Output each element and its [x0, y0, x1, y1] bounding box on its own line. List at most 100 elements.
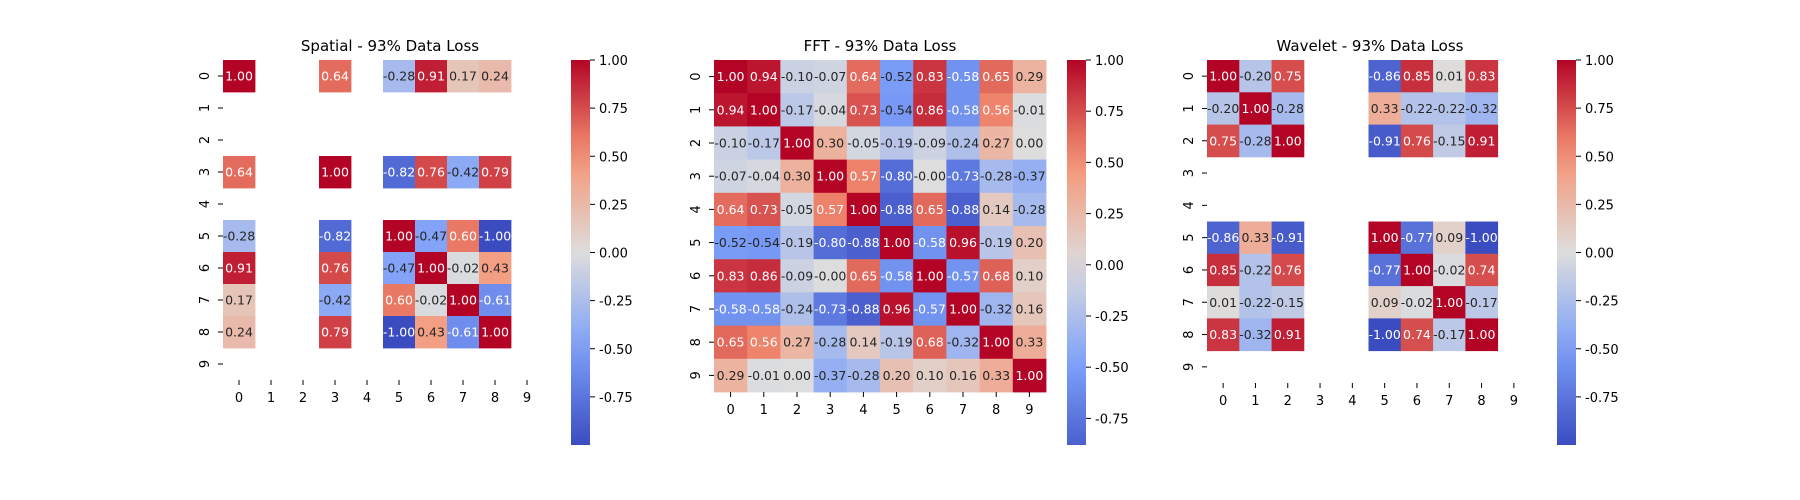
heatmap-cell	[383, 252, 416, 285]
y-tick-label: 9	[198, 360, 213, 368]
heatmap-cell	[913, 93, 947, 127]
y-tick-label: 0	[689, 72, 704, 80]
cell-value-label: -0.42	[319, 293, 351, 308]
cell-value-label: 1.00	[1015, 368, 1043, 383]
heatmap-cell	[383, 220, 416, 253]
cell-value-label: 0.64	[717, 202, 745, 217]
cell-value-label: 0.20	[1015, 235, 1043, 250]
cell-value-label: 0.57	[849, 169, 877, 184]
cell-value-label: 1.00	[717, 69, 745, 84]
heatmap-cell	[946, 259, 980, 293]
heatmap-cell	[383, 284, 416, 317]
y-tick-label: 2	[198, 136, 213, 144]
cell-value-label: 0.57	[816, 202, 844, 217]
heatmap-cell	[880, 325, 914, 360]
heatmap-cell	[1239, 221, 1272, 255]
heatmap-cell	[913, 192, 947, 227]
cell-value-label: -0.22	[1239, 295, 1271, 310]
heatmap-cell	[747, 159, 781, 194]
heatmap-cell	[1465, 92, 1499, 125]
heatmap-cell	[479, 220, 512, 253]
heatmap-cell	[1433, 253, 1466, 287]
y-tick-label: 4	[1182, 201, 1197, 209]
heatmap-cell	[946, 126, 980, 160]
heatmap-cell	[913, 358, 947, 393]
heatmap-cell	[846, 325, 881, 360]
colorbar-tick-label: -0.25	[1095, 310, 1129, 325]
cell-value-label: -0.54	[748, 235, 780, 250]
heatmap-panel-spatial: Spatial - 93% Data Loss 1.00 0.64 -0.28 0.9…	[198, 37, 633, 445]
heatmap-cell	[780, 325, 814, 360]
heatmap-cell	[880, 259, 914, 293]
cell-value-label: 0.16	[949, 368, 977, 383]
x-tick-label: 3	[1316, 394, 1324, 409]
cell-value-label: -0.02	[1401, 295, 1433, 310]
x-tick-label: 6	[926, 403, 934, 418]
cell-value-label: 0.43	[417, 325, 445, 340]
cell-value-label: 0.85	[1209, 262, 1237, 277]
heatmap-panel-fft: FFT - 93% Data Loss 1.00 0.94 -0.10 -0.07 0.…	[689, 37, 1129, 445]
y-tick-label: 6	[198, 264, 213, 272]
heatmap-cell	[846, 358, 881, 393]
heatmap-cell	[447, 284, 480, 317]
cell-value-label: 0.91	[1274, 327, 1302, 342]
colorbar-tick-label: 0.50	[1095, 156, 1124, 171]
cell-value-label: -0.58	[880, 268, 912, 283]
cell-value-label: -0.73	[814, 302, 846, 317]
heatmap-cell	[1433, 286, 1466, 319]
cell-value-label: 1.00	[481, 325, 509, 340]
chart-title: Spatial - 93% Data Loss	[301, 37, 479, 55]
cell-value-label: 1.00	[1468, 327, 1496, 342]
cell-value-label: 0.30	[816, 136, 844, 151]
colorbar-tick-label: -0.50	[1095, 361, 1129, 376]
cell-value-label: 0.91	[417, 69, 445, 84]
cell-value-label: -0.58	[748, 302, 780, 317]
cell-value-label: 0.85	[1403, 69, 1431, 84]
cell-value-label: 0.33	[1242, 230, 1270, 245]
heatmap-cell	[447, 156, 480, 189]
colorbar-tick-label: 0.00	[599, 247, 628, 262]
heatmap-cell	[813, 226, 848, 260]
heatmap-cell	[846, 292, 881, 326]
cell-value-label: -0.19	[781, 235, 813, 250]
cell-value-label: -0.20	[1207, 101, 1239, 116]
x-tick-label: 1	[267, 391, 275, 406]
cell-value-label: -1.00	[1368, 327, 1400, 342]
heatmap-cell	[383, 156, 416, 189]
cell-value-label: -0.58	[947, 69, 979, 84]
heatmap-cell	[1465, 221, 1499, 255]
cell-value-label: -0.20	[1239, 69, 1271, 84]
heatmap-cell	[880, 192, 914, 227]
cell-value-label: -0.09	[781, 268, 813, 283]
heatmap-cell	[1368, 253, 1402, 287]
heatmap-cell	[1012, 292, 1047, 326]
x-tick-label: 7	[1445, 394, 1453, 409]
cell-value-label: 0.24	[481, 69, 509, 84]
x-tick-label: 9	[1025, 403, 1033, 418]
x-tick-label: 1	[1251, 394, 1259, 409]
heatmap-cell	[1433, 221, 1466, 255]
heatmap-cell	[1271, 221, 1305, 255]
y-tick-label: 9	[1182, 363, 1197, 371]
heatmap-cell	[479, 284, 512, 317]
heatmap-cell	[1433, 318, 1466, 352]
cell-value-label: 0.83	[1209, 327, 1237, 342]
cell-value-label: -0.91	[1272, 230, 1304, 245]
cell-value-label: -0.01	[1013, 102, 1045, 117]
heatmap-cell	[1465, 286, 1499, 319]
heatmap-cell	[880, 358, 914, 393]
cell-value-label: -0.28	[1013, 202, 1045, 217]
cell-value-label: 0.20	[883, 368, 911, 383]
heatmap-cell	[979, 60, 1014, 94]
cell-value-label: -0.28	[980, 169, 1012, 184]
heatmap-cell	[1239, 124, 1272, 158]
heatmap-cell	[319, 316, 352, 349]
x-tick-label: 8	[1477, 394, 1485, 409]
heatmap-cell	[415, 60, 448, 93]
heatmap-cell	[1207, 124, 1240, 158]
cell-value-label: 0.33	[1015, 335, 1043, 350]
heatmap-cell	[223, 284, 256, 317]
heatmap-cell	[1368, 124, 1402, 158]
cell-value-label: -0.88	[947, 202, 979, 217]
x-tick-label: 9	[1510, 394, 1518, 409]
